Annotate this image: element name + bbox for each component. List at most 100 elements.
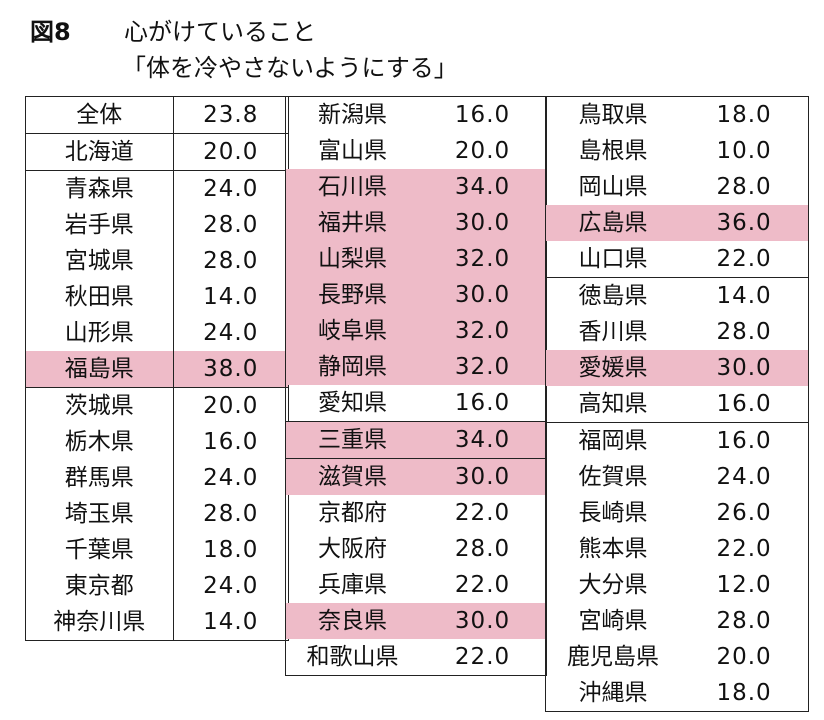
prefecture-name: 群馬県 <box>26 460 174 496</box>
prefecture-value: 32.0 <box>419 313 546 349</box>
table-row: 岩手県 28.0 <box>26 207 288 243</box>
figure-title: 心がけていること <box>124 18 316 46</box>
table-row: 大分県 12.0 <box>546 567 808 603</box>
table-row: 埼玉県 28.0 <box>26 496 288 532</box>
prefecture-value: 38.0 <box>173 351 288 388</box>
table-row: 愛媛県 30.0 <box>546 350 808 386</box>
prefecture-name: 静岡県 <box>286 349 420 385</box>
prefecture-value: 30.0 <box>419 458 546 495</box>
prefecture-value: 24.0 <box>203 320 259 346</box>
prefecture-value: 18.0 <box>716 102 772 128</box>
prefecture-value: 26.0 <box>716 500 772 526</box>
prefecture-name: 奈良県 <box>286 603 420 639</box>
prefecture-name: 和歌山県 <box>306 644 399 670</box>
table-row: 島根県 10.0 <box>546 133 808 169</box>
table-row: 大阪府 28.0 <box>286 531 546 567</box>
prefecture-value: 16.0 <box>454 102 511 128</box>
table-row: 東京都 24.0 <box>26 568 288 604</box>
prefecture-name: 愛知県 <box>318 390 388 416</box>
prefecture-name: 鳥取県 <box>578 102 648 128</box>
table-row: 栃木県 16.0 <box>26 424 288 460</box>
table-row: 茨城県 20.0 <box>26 387 288 424</box>
prefecture-value: 30.0 <box>419 277 546 313</box>
prefecture-value: 14.0 <box>203 609 259 635</box>
table-row: 富山県 20.0 <box>286 133 546 169</box>
prefecture-name: 北海道 <box>26 133 174 171</box>
prefecture-value: 32.0 <box>419 349 546 385</box>
prefecture-value: 24.0 <box>716 464 772 490</box>
prefecture-name: 東京都 <box>26 568 174 604</box>
prefecture-name: 岐阜県 <box>286 313 420 349</box>
prefecture-value: 24.0 <box>203 465 259 491</box>
table-row: 熊本県 22.0 <box>546 531 808 567</box>
prefecture-name: 大阪府 <box>318 536 388 562</box>
table-row: 福島県 38.0 <box>26 351 288 388</box>
prefecture-name: 大分県 <box>578 572 648 598</box>
prefecture-value: 24.0 <box>173 170 288 207</box>
prefecture-table-col1: 全体 23.8 北海道 20.0 青森県 24.0 岩手県 28.0 宮城県 28.0 秋田県 14.… <box>25 96 289 641</box>
table-row: 沖縄県 18.0 <box>546 675 808 711</box>
prefecture-value: 28.0 <box>716 174 772 200</box>
table-row: 群馬県 24.0 <box>26 460 288 496</box>
table-row: 北海道 20.0 <box>26 133 288 171</box>
prefecture-value: 20.0 <box>716 644 772 670</box>
prefecture-value: 22.0 <box>454 500 511 526</box>
prefecture-name: 埼玉県 <box>26 496 174 532</box>
prefecture-value: 24.0 <box>203 573 259 599</box>
prefecture-name: 栃木県 <box>26 424 174 460</box>
prefecture-value: 23.8 <box>203 102 259 128</box>
table-row: 愛知県 16.0 <box>286 385 546 422</box>
prefecture-value: 18.0 <box>203 537 259 563</box>
prefecture-value: 34.0 <box>419 169 546 205</box>
prefecture-name: 宮崎県 <box>578 608 648 634</box>
prefecture-name: 新潟県 <box>318 102 388 128</box>
prefecture-value: 28.0 <box>454 536 511 562</box>
table-row: 山形県 24.0 <box>26 315 288 351</box>
prefecture-name: 島根県 <box>578 138 648 164</box>
prefecture-name: 沖縄県 <box>578 680 648 706</box>
table-row: 宮城県 28.0 <box>26 243 288 279</box>
prefecture-value: 16.0 <box>454 390 511 416</box>
prefecture-name: 山形県 <box>26 315 174 351</box>
table-row: 秋田県 14.0 <box>26 279 288 315</box>
prefecture-name: 富山県 <box>318 138 388 164</box>
table-row: 宮崎県 28.0 <box>546 603 808 639</box>
table-row: 佐賀県 24.0 <box>546 459 808 495</box>
table-row: 岐阜県 32.0 <box>286 313 546 349</box>
prefecture-value: 28.0 <box>203 248 259 274</box>
prefecture-name: 長崎県 <box>578 500 648 526</box>
table-row: 奈良県 30.0 <box>286 603 546 639</box>
prefecture-name: 広島県 <box>546 205 681 241</box>
prefecture-value: 30.0 <box>419 603 546 639</box>
table-row: 香川県 28.0 <box>546 314 808 350</box>
prefecture-name: 佐賀県 <box>578 464 648 490</box>
table-row: 鹿児島県 20.0 <box>546 639 808 675</box>
prefecture-name: 福井県 <box>286 205 420 241</box>
table-row: 三重県 34.0 <box>286 421 546 459</box>
prefecture-value: 16.0 <box>203 429 259 455</box>
prefecture-name: 宮城県 <box>26 243 174 279</box>
prefecture-value: 16.0 <box>716 391 772 417</box>
figure-label: 図8 <box>30 18 71 46</box>
table-row: 千葉県 18.0 <box>26 532 288 568</box>
table-row: 山口県 22.0 <box>546 241 808 278</box>
prefecture-value: 20.0 <box>454 138 511 164</box>
prefecture-name: 山口県 <box>578 246 648 272</box>
prefecture-value: 36.0 <box>680 205 808 241</box>
table-row: 青森県 24.0 <box>26 170 288 207</box>
prefecture-name: 神奈川県 <box>26 604 174 640</box>
prefecture-name: 京都府 <box>318 500 388 526</box>
prefecture-value: 34.0 <box>419 421 546 459</box>
table-row: 神奈川県 14.0 <box>26 604 288 640</box>
prefecture-value: 28.0 <box>203 212 259 238</box>
prefecture-value: 14.0 <box>203 284 259 310</box>
prefecture-name: 青森県 <box>26 170 174 207</box>
table-row: 広島県 36.0 <box>546 205 808 241</box>
prefecture-value: 12.0 <box>716 572 772 598</box>
table-row: 新潟県 16.0 <box>286 97 546 133</box>
prefecture-value: 28.0 <box>203 501 259 527</box>
prefecture-value: 18.0 <box>716 680 772 706</box>
prefecture-value: 22.0 <box>716 246 772 272</box>
figure-subtitle: 「体を冷やさないようにする」 <box>122 54 458 82</box>
prefecture-value: 20.0 <box>173 387 288 424</box>
